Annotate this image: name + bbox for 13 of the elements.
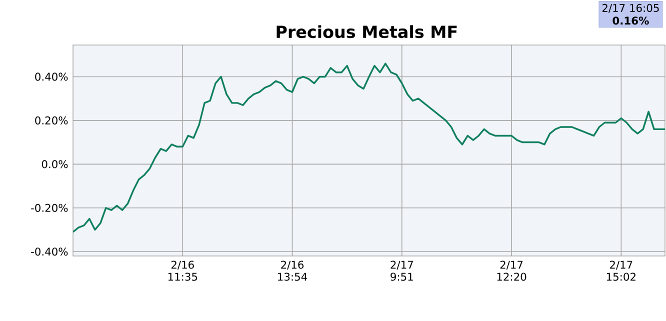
text: 0.16%: [612, 16, 649, 25]
x-tick-label: 2/17 9:51: [390, 260, 413, 281]
x-tick-label: 2/16 11:35: [168, 260, 198, 281]
text: 2/17 16:05: [602, 4, 659, 13]
y-tick-label: 0.40%: [35, 72, 68, 81]
x-tick-label: 2/17 15:02: [606, 260, 636, 281]
y-tick-label: 0.0%: [42, 160, 68, 168]
x-tick-label: 2/17 12:20: [497, 260, 526, 281]
y-tick-label: 0.20%: [35, 116, 68, 124]
y-tick-label: -0.40%: [31, 248, 68, 256]
chart-title: Precious Metals MF: [276, 25, 457, 38]
y-tick-label: -0.20%: [31, 204, 68, 212]
x-tick-label: 2/16 13:54: [278, 260, 308, 281]
